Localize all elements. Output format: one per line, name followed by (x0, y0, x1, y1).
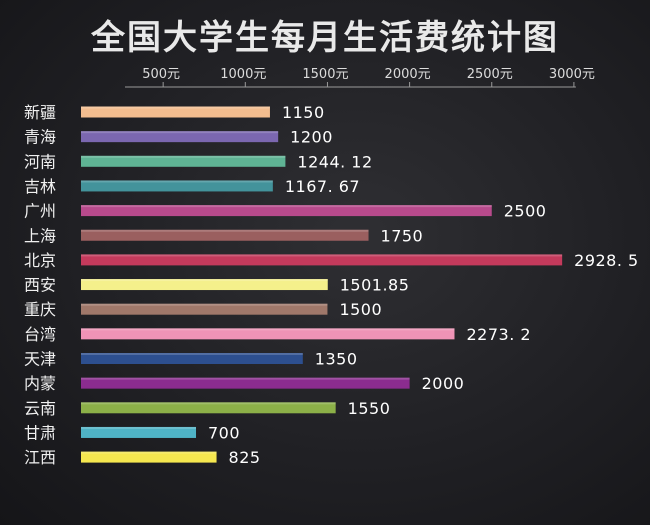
bar-highlight (81, 303, 328, 306)
category-label: 西安 (24, 276, 56, 295)
bar-highlight (81, 205, 492, 208)
category-label: 云南 (24, 399, 56, 418)
data-label: 2000 (422, 374, 465, 393)
category-label: 吉林 (24, 177, 56, 196)
bar-highlight (81, 279, 328, 282)
category-label: 江西 (24, 448, 56, 467)
bar (81, 155, 286, 167)
bar (81, 426, 197, 438)
bar (81, 377, 410, 389)
bar (81, 303, 328, 315)
bar-highlight (81, 402, 336, 405)
category-label: 广州 (24, 202, 56, 221)
bar-highlight (81, 131, 279, 134)
bar-highlight (81, 254, 563, 257)
data-label: 1550 (348, 399, 391, 418)
bar (81, 254, 563, 266)
bar (81, 205, 492, 217)
data-label: 1200 (290, 128, 333, 147)
bar (81, 229, 369, 241)
chart-title: 全国大学生每月生活费统计图 (91, 18, 559, 58)
category-label: 北京 (24, 251, 56, 270)
bar-highlight (81, 106, 270, 109)
category-label: 天津 (24, 350, 56, 369)
data-label: 825 (229, 448, 261, 467)
data-label: 1167. 67 (285, 177, 360, 196)
bar (81, 353, 303, 364)
x-tick-label: 1500元 (302, 67, 348, 82)
bar-highlight (81, 229, 369, 232)
category-label: 新疆 (24, 103, 56, 122)
category-label: 青海 (24, 128, 56, 147)
bar (81, 451, 217, 463)
category-label: 甘肃 (24, 423, 56, 442)
x-tick-label: 2000元 (385, 67, 431, 82)
bar-highlight (81, 451, 217, 454)
data-label: 1750 (381, 226, 424, 245)
bar (81, 328, 455, 340)
bar-highlight (81, 180, 273, 183)
data-label: 1350 (315, 350, 358, 369)
data-label: 700 (208, 423, 240, 442)
x-tick-label: 500元 (142, 67, 180, 82)
category-label: 河南 (24, 152, 56, 171)
bar (81, 106, 270, 118)
data-label: 2273. 2 (466, 325, 531, 344)
bar-highlight (81, 426, 197, 429)
data-label: 1150 (282, 103, 325, 122)
bars: 新疆 1150 青海 1200 河南 1244. 12 吉林 1167. 67 广州 2500 上海… (24, 103, 639, 467)
bar (81, 131, 279, 143)
data-label: 1244. 12 (297, 152, 372, 171)
category-label: 台湾 (24, 325, 56, 344)
bar (81, 279, 328, 291)
data-label: 2500 (504, 202, 547, 221)
bar (81, 402, 336, 414)
x-axis: 500元 1000元 1500元 2000元 2500元 3000元 (125, 67, 595, 88)
data-label: 1501.85 (340, 276, 410, 295)
category-label: 上海 (24, 226, 56, 245)
bar-highlight (81, 155, 286, 158)
category-label: 内蒙 (24, 374, 56, 393)
x-tick-label: 3000元 (549, 67, 595, 82)
category-label: 重庆 (24, 300, 56, 319)
x-tick-label: 2500元 (467, 67, 513, 82)
data-label: 1500 (339, 300, 382, 319)
bar-highlight (81, 353, 303, 355)
data-label: 2928. 5 (574, 251, 639, 270)
bar-highlight (81, 377, 410, 380)
bar (81, 180, 273, 192)
bar-highlight (81, 328, 455, 331)
x-tick-label: 1000元 (220, 67, 266, 82)
